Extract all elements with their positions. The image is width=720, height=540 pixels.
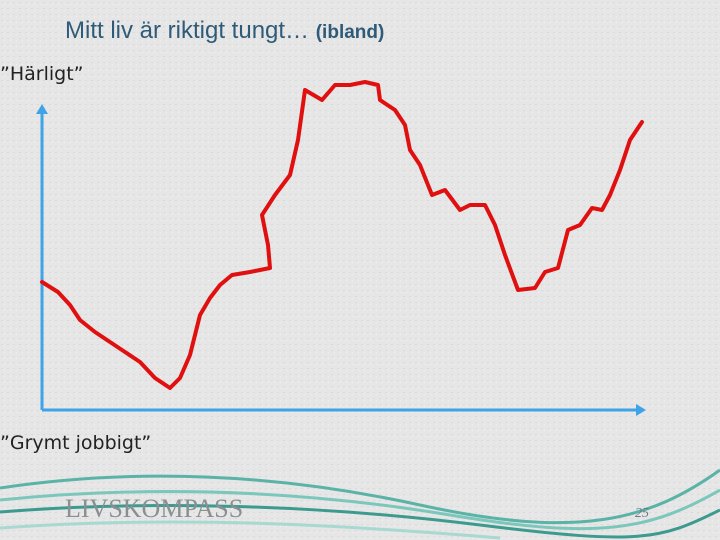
footer-waves	[0, 468, 720, 540]
life-curve	[40, 80, 644, 390]
logo: LIVSKOMPASS	[65, 494, 243, 523]
top-label: ”Härligt”	[0, 63, 84, 85]
slide-title: Mitt liv är riktigt tungt… (ibland)	[65, 17, 384, 44]
arrow-right	[636, 404, 646, 416]
title-main: Mitt liv är riktigt tungt…	[65, 17, 309, 44]
title-note: (ibland)	[316, 22, 385, 43]
axes	[40, 112, 638, 412]
bottom-label: ”Grymt jobbigt”	[0, 432, 151, 454]
page-number: 25	[635, 506, 649, 521]
arrow-up	[36, 104, 48, 114]
